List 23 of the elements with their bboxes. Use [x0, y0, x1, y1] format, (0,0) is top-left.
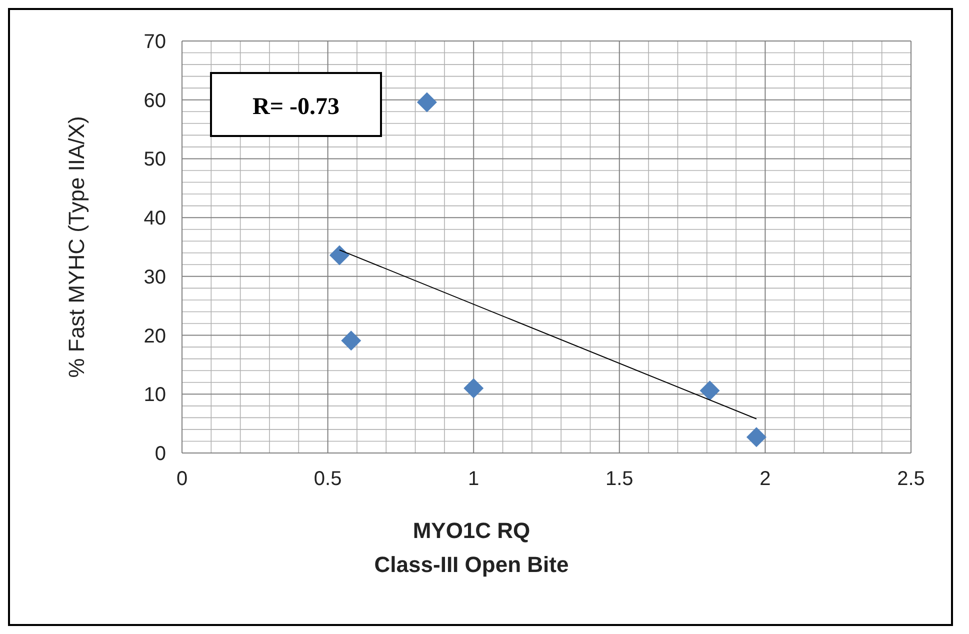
- x-tick-label: 1.5: [605, 468, 634, 490]
- x-tick-label: 2.5: [897, 468, 925, 490]
- x-tick-label: 2: [760, 468, 771, 490]
- point: [464, 378, 484, 398]
- x-tick-label: 0: [176, 468, 188, 490]
- point: [700, 380, 720, 401]
- y-tick-label: 70: [144, 31, 166, 53]
- y-tick-label: 0: [154, 443, 166, 465]
- point: [341, 330, 362, 351]
- y-tick-label: 50: [144, 148, 166, 171]
- point: [416, 92, 437, 112]
- y-tick-label: 30: [144, 266, 166, 288]
- point: [746, 427, 766, 448]
- x-axis-title: MYO1C RQ Class-III Open Bite: [374, 518, 569, 577]
- x-tick-label: 1: [468, 468, 480, 490]
- y-axis-title: % Fast MYHC (Type IIA/X): [64, 116, 89, 378]
- y-tick-label: 40: [144, 208, 166, 230]
- annotation: R= -0.73: [252, 94, 340, 120]
- y-tick-label: 60: [144, 90, 166, 112]
- y-tick-label: 10: [144, 384, 166, 406]
- y-tick-label: 20: [144, 325, 166, 348]
- x-tick-label: 0.5: [314, 468, 342, 490]
- point: [329, 245, 350, 266]
